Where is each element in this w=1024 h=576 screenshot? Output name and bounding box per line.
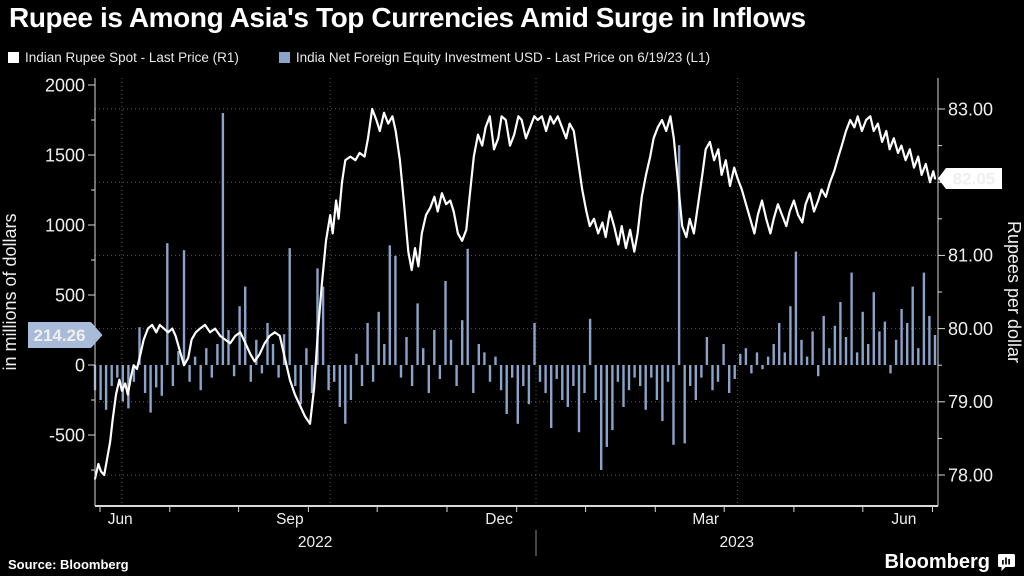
right-axis-ticks xyxy=(938,108,945,476)
svg-text:79.00: 79.00 xyxy=(948,392,993,412)
svg-text:2023: 2023 xyxy=(720,534,754,551)
svg-text:Jun: Jun xyxy=(108,511,133,528)
left-axis-title: in millions of dollars xyxy=(0,213,20,370)
v-gridlines xyxy=(121,78,739,506)
legend-label-rupee-spot: Indian Rupee Spot - Last Price (R1) xyxy=(25,50,239,65)
bloomberg-logo: Bloomberg xyxy=(884,551,1016,574)
source-label: Source: Bloomberg xyxy=(8,557,129,572)
svg-text:1500: 1500 xyxy=(45,145,85,165)
right-axis-title: Rupees per dollar xyxy=(1004,221,1024,363)
bloomberg-chart-bubble-icon xyxy=(998,554,1015,571)
legend-label-net-equity: India Net Foreign Equity Investment USD … xyxy=(295,50,711,65)
legend: Indian Rupee Spot - Last Price (R1) Indi… xyxy=(8,50,710,65)
h-gridlines xyxy=(95,108,938,476)
svg-text:78.00: 78.00 xyxy=(948,465,993,485)
svg-text:1000: 1000 xyxy=(45,215,85,235)
rupee-spot-line xyxy=(93,107,937,480)
svg-text:83.00: 83.00 xyxy=(948,99,993,119)
legend-item-rupee-spot: Indian Rupee Spot - Last Price (R1) xyxy=(8,50,239,65)
svg-text:-500: -500 xyxy=(49,425,85,445)
svg-text:80.00: 80.00 xyxy=(948,319,993,339)
right-axis-labels: 83.00 81.00 80.00 79.00 78.00 xyxy=(948,99,993,485)
svg-text:Jun: Jun xyxy=(891,511,916,528)
left-axis-ticks xyxy=(88,84,95,471)
x-axis-ticks xyxy=(99,506,933,512)
svg-text:Mar: Mar xyxy=(692,511,719,528)
svg-text:2000: 2000 xyxy=(45,75,85,95)
rupee-spot-swatch-icon xyxy=(8,52,19,63)
page-title: Rupee is Among Asia's Top Currencies Ami… xyxy=(9,2,806,33)
svg-text:82.05: 82.05 xyxy=(953,169,996,188)
bars-net-equity-investment xyxy=(93,113,937,470)
last-value-marker-right: 82.05 xyxy=(938,168,1002,189)
net-equity-swatch-icon xyxy=(278,52,290,63)
left-axis-labels: 2000 1500 1000 500 0 -500 xyxy=(45,75,85,445)
x-axis-labels: Jun Sep Dec Mar Jun 2022 2023 xyxy=(108,511,917,551)
last-value-marker-left: 214.26 xyxy=(28,322,103,348)
bloomberg-wordmark: Bloomberg xyxy=(884,551,990,573)
legend-item-net-equity: India Net Foreign Equity Investment USD … xyxy=(278,50,711,65)
svg-text:Dec: Dec xyxy=(485,511,513,528)
svg-text:2022: 2022 xyxy=(298,534,332,551)
svg-text:Sep: Sep xyxy=(276,511,304,528)
svg-text:81.00: 81.00 xyxy=(948,246,993,266)
svg-text:0: 0 xyxy=(75,355,85,375)
svg-text:214.26: 214.26 xyxy=(34,326,86,345)
svg-text:500: 500 xyxy=(55,285,85,305)
axes xyxy=(94,78,939,507)
